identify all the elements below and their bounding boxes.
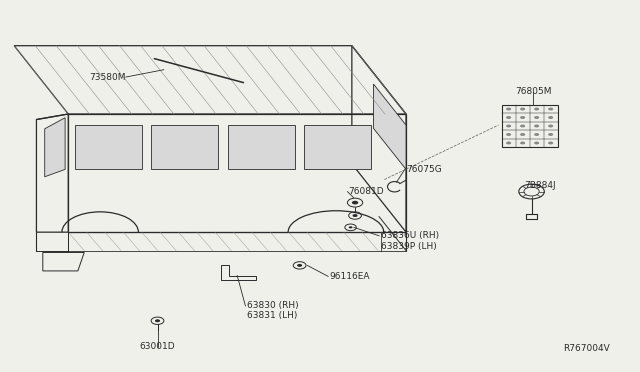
Circle shape [548, 116, 553, 119]
Polygon shape [228, 125, 294, 169]
Text: R767004V: R767004V [563, 344, 610, 353]
Text: 7B884J: 7B884J [524, 182, 556, 190]
Text: 76081D: 76081D [349, 187, 384, 196]
Text: 96116EA: 96116EA [330, 272, 370, 281]
Circle shape [548, 141, 553, 144]
Circle shape [352, 201, 358, 205]
Circle shape [534, 108, 540, 110]
Circle shape [534, 116, 540, 119]
Circle shape [353, 214, 358, 217]
Circle shape [506, 116, 511, 119]
Text: 73580M: 73580M [89, 73, 125, 81]
Text: 63830 (RH): 63830 (RH) [246, 301, 298, 311]
Text: 63001D: 63001D [140, 342, 175, 351]
Circle shape [548, 133, 553, 136]
Text: 63839P (LH): 63839P (LH) [381, 243, 436, 251]
Circle shape [506, 133, 511, 136]
Text: 63836U (RH): 63836U (RH) [381, 231, 438, 240]
Circle shape [548, 108, 553, 110]
Circle shape [506, 108, 511, 110]
Circle shape [520, 108, 525, 110]
Polygon shape [374, 84, 406, 169]
Circle shape [534, 125, 540, 128]
Polygon shape [304, 125, 371, 169]
Polygon shape [45, 118, 65, 177]
Circle shape [349, 226, 353, 228]
Circle shape [520, 133, 525, 136]
Circle shape [297, 264, 302, 267]
Text: 76075G: 76075G [406, 165, 442, 174]
Circle shape [155, 319, 160, 322]
Circle shape [520, 116, 525, 119]
Text: 63831 (LH): 63831 (LH) [246, 311, 297, 320]
Circle shape [506, 141, 511, 144]
Text: 76805M: 76805M [515, 87, 552, 96]
Circle shape [534, 133, 540, 136]
Circle shape [534, 141, 540, 144]
Polygon shape [151, 125, 218, 169]
Circle shape [506, 125, 511, 128]
Circle shape [548, 125, 553, 128]
Circle shape [520, 141, 525, 144]
Circle shape [520, 125, 525, 128]
Polygon shape [75, 125, 141, 169]
